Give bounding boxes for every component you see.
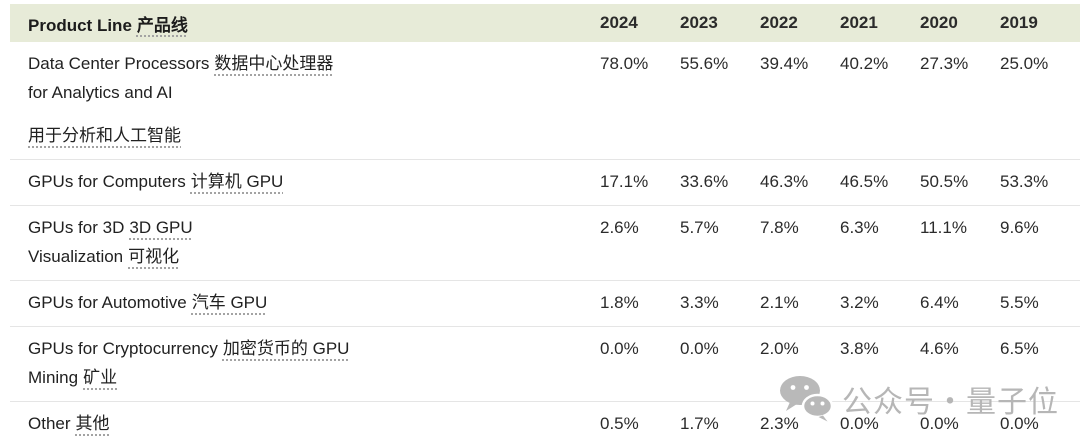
value-2020: 11.1% [920,218,967,237]
table-row-data-center-processors: Data Center Processors 数据中心处理器 for Analyt… [10,42,1080,159]
header-year-2021: 2021 [840,13,878,32]
value-2023: 55.6% [680,54,729,73]
row-label: Other 其他 [10,409,600,438]
table-row-gpus-for-computers: GPUs for Computers 计算机 GPU 17.1% 33.6% 46… [10,159,1080,205]
value-2021: 46.5% [840,172,889,191]
value-2024: 1.8% [600,293,639,312]
label-en: GPUs for 3D [28,218,125,237]
value-2019: 9.6% [1000,218,1039,237]
label-en: GPUs for Automotive [28,293,187,312]
value-2020: 6.4% [920,293,959,312]
value-2024: 17.1% [600,172,649,191]
label-en: for Analytics and AI [28,83,173,102]
value-2020: 50.5% [920,172,969,191]
header-year-2024: 2024 [600,13,638,32]
value-2022: 46.3% [760,172,809,191]
label-zh-annotation: 汽车 GPU [191,293,268,312]
label-en: GPUs for Computers [28,172,186,191]
header-year-2020: 2020 [920,13,958,32]
value-2022: 2.3% [760,414,799,433]
value-2021: 0.0% [840,414,879,433]
label-zh-annotation: 用于分析和人工智能 [28,126,181,145]
table-header-row: Product Line 产品线 2024 2023 2022 2021 2020… [10,4,1080,42]
value-2023: 1.7% [680,414,719,433]
header-year-2023: 2023 [680,13,718,32]
row-label: GPUs for Automotive 汽车 GPU [10,288,600,317]
label-zh-annotation: 加密货币的 GPU [222,339,350,358]
label-zh-annotation: 数据中心处理器 [214,54,334,73]
table-row-gpus-for-3d-visualization: GPUs for 3D 3D GPU Visualization 可视化 2.6% … [10,205,1080,280]
value-2019: 6.5% [1000,339,1039,358]
value-2019: 25.0% [1000,54,1049,73]
label-en: Mining [28,368,79,387]
value-2019: 0.0% [1000,414,1039,433]
value-2021: 40.2% [840,54,889,73]
label-zh-annotation: 计算机 GPU [190,172,284,191]
value-2023: 3.3% [680,293,719,312]
label-zh-annotation: 其他 [75,414,110,433]
value-2022: 2.1% [760,293,799,312]
value-2020: 0.0% [920,414,959,433]
value-2023: 5.7% [680,218,719,237]
header-product-line-zh: 产品线 [136,15,188,35]
header-year-2022: 2022 [760,13,798,32]
label-en: Other [28,414,71,433]
value-2019: 53.3% [1000,172,1049,191]
label-zh-annotation: 3D GPU [129,218,193,237]
value-2022: 2.0% [760,339,799,358]
table-row-gpus-for-automotive: GPUs for Automotive 汽车 GPU 1.8% 3.3% 2.1%… [10,280,1080,326]
label-zh-annotation: 矿业 [83,368,118,387]
table-row-other: Other 其他 0.5% 1.7% 2.3% 0.0% 0.0% 0.0% [10,401,1080,447]
value-2024: 78.0% [600,54,649,73]
value-2024: 2.6% [600,218,639,237]
value-2023: 0.0% [680,339,719,358]
value-2019: 5.5% [1000,293,1039,312]
value-2023: 33.6% [680,172,729,191]
label-en: Data Center Processors [28,54,210,73]
table-row-gpus-for-cryptocurrency-mining: GPUs for Cryptocurrency 加密货币的 GPU Mining 矿… [10,326,1080,401]
value-2022: 39.4% [760,54,809,73]
header-product-line: Product Line 产品线 [10,11,600,36]
value-2021: 3.8% [840,339,879,358]
label-zh-annotation: 可视化 [128,247,180,266]
value-2021: 3.2% [840,293,879,312]
row-label: GPUs for 3D 3D GPU Visualization 可视化 [10,213,600,271]
value-2022: 7.8% [760,218,799,237]
row-label: GPUs for Cryptocurrency 加密货币的 GPU Mining 矿… [10,334,600,392]
label-en: Visualization [28,247,124,266]
value-2021: 6.3% [840,218,879,237]
value-2020: 4.6% [920,339,959,358]
product-line-table: Product Line 产品线 2024 2023 2022 2021 2020… [10,4,1080,447]
row-label: Data Center Processors 数据中心处理器 for Analyt… [10,49,600,150]
header-year-2019: 2019 [1000,13,1038,32]
value-2024: 0.5% [600,414,639,433]
value-2024: 0.0% [600,339,639,358]
header-product-line-en: Product Line [28,15,132,35]
label-en: GPUs for Cryptocurrency [28,339,218,358]
row-label: GPUs for Computers 计算机 GPU [10,167,600,196]
value-2020: 27.3% [920,54,969,73]
